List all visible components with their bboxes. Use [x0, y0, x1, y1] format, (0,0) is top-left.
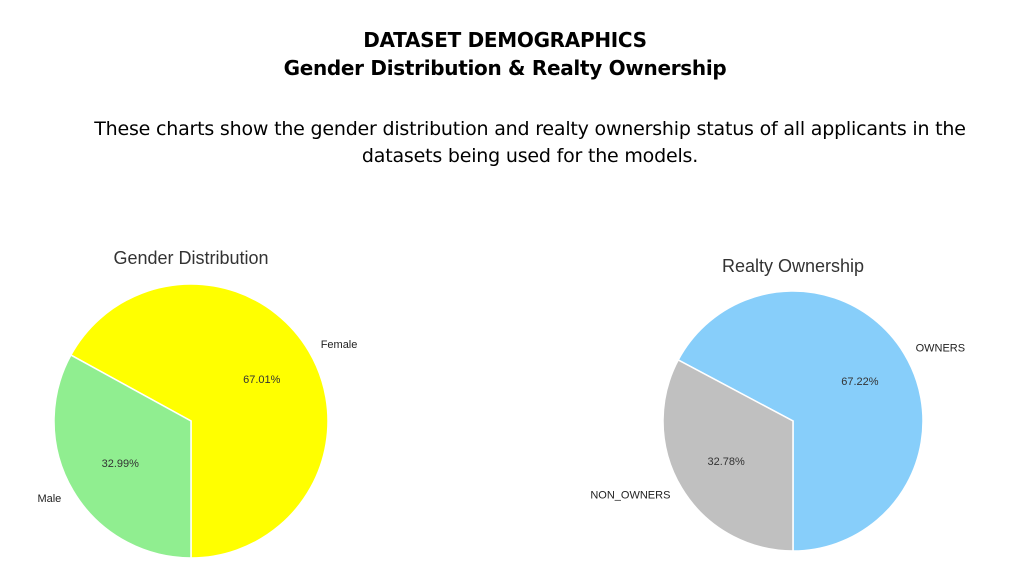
page-header: DATASET DEMOGRAPHICS Gender Distribution… — [0, 26, 1010, 82]
pct-label-male: 32.99% — [102, 458, 140, 470]
slice-label-male: Male — [37, 493, 61, 505]
description-text: These charts show the gender distributio… — [94, 118, 966, 167]
pct-label-non-owners: 32.78% — [707, 456, 745, 468]
slice-label-owners: OWNERS — [916, 342, 966, 354]
page-subtitle: Gender Distribution & Realty Ownership — [283, 56, 727, 80]
page-title: DATASET DEMOGRAPHICS — [363, 28, 647, 52]
pie-slice-non-owners — [662, 358, 794, 552]
pie-slice-owners — [677, 290, 924, 552]
pct-label-owners: 67.22% — [841, 376, 879, 388]
pie-slice-male — [53, 354, 192, 559]
slice-label-non-owners: NON_OWNERS — [590, 490, 670, 502]
chart-title: Realty Ownership — [722, 256, 864, 276]
pie-slice-female — [69, 283, 329, 559]
pct-label-female: 67.01% — [243, 374, 281, 386]
slice-label-female: Female — [321, 339, 358, 351]
chart-title: Gender Distribution — [113, 248, 268, 268]
